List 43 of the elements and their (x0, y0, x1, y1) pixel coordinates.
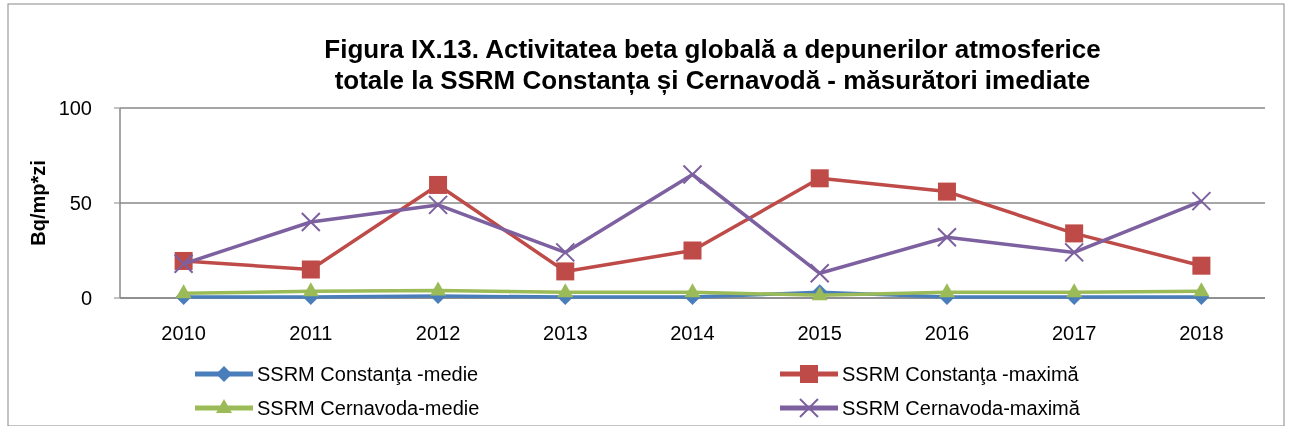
y-tick-label: 100 (58, 97, 92, 119)
point (937, 182, 956, 201)
x-tick-label: 2014 (670, 322, 715, 344)
point (556, 262, 575, 281)
point (175, 284, 192, 299)
point (300, 212, 321, 232)
x-tick-label: 2012 (415, 322, 461, 344)
x-tick-label: 2015 (797, 322, 842, 344)
point (1192, 256, 1211, 275)
legend-label: SSRM Constanţa -maximă (842, 363, 1080, 385)
point (302, 282, 319, 297)
point (810, 169, 829, 188)
chart-title: Figura IX.13. Activitatea beta globală a depunerilor atmosferice totale la SSRM Constanța și Cernavodă - măsurători imediate (324, 34, 1101, 95)
x-tick-label: 2016 (924, 322, 970, 344)
point (1066, 283, 1083, 298)
legend-label: SSRM Cernavoda-medie (257, 397, 480, 419)
point (1191, 191, 1212, 212)
point (428, 194, 449, 215)
y-tick-label: 50 (69, 192, 92, 214)
point (684, 283, 701, 298)
x-tick-label: 2011 (289, 322, 333, 344)
point (1065, 224, 1084, 243)
point (429, 175, 448, 194)
point (557, 283, 574, 298)
point (683, 241, 702, 260)
x-tick-label: 2013 (543, 322, 588, 344)
legend-label: SSRM Constanţa -medie (257, 363, 479, 385)
legend-label: SSRM Cernavoda-maximă (842, 397, 1081, 419)
y-axis-title: Bq/mp*zi (27, 160, 49, 246)
point (555, 242, 576, 263)
x-tick-label: 2018 (1179, 322, 1224, 344)
point (936, 227, 957, 248)
point (173, 253, 194, 274)
point (1193, 282, 1210, 297)
point (1064, 242, 1085, 263)
point (938, 283, 955, 298)
point (809, 263, 830, 284)
point (682, 164, 703, 185)
point (430, 281, 447, 296)
x-tick-label: 2010 (161, 322, 206, 344)
point (301, 260, 320, 279)
x-tick-label: 2017 (1051, 322, 1097, 344)
y-tick-label: 0 (80, 287, 92, 309)
